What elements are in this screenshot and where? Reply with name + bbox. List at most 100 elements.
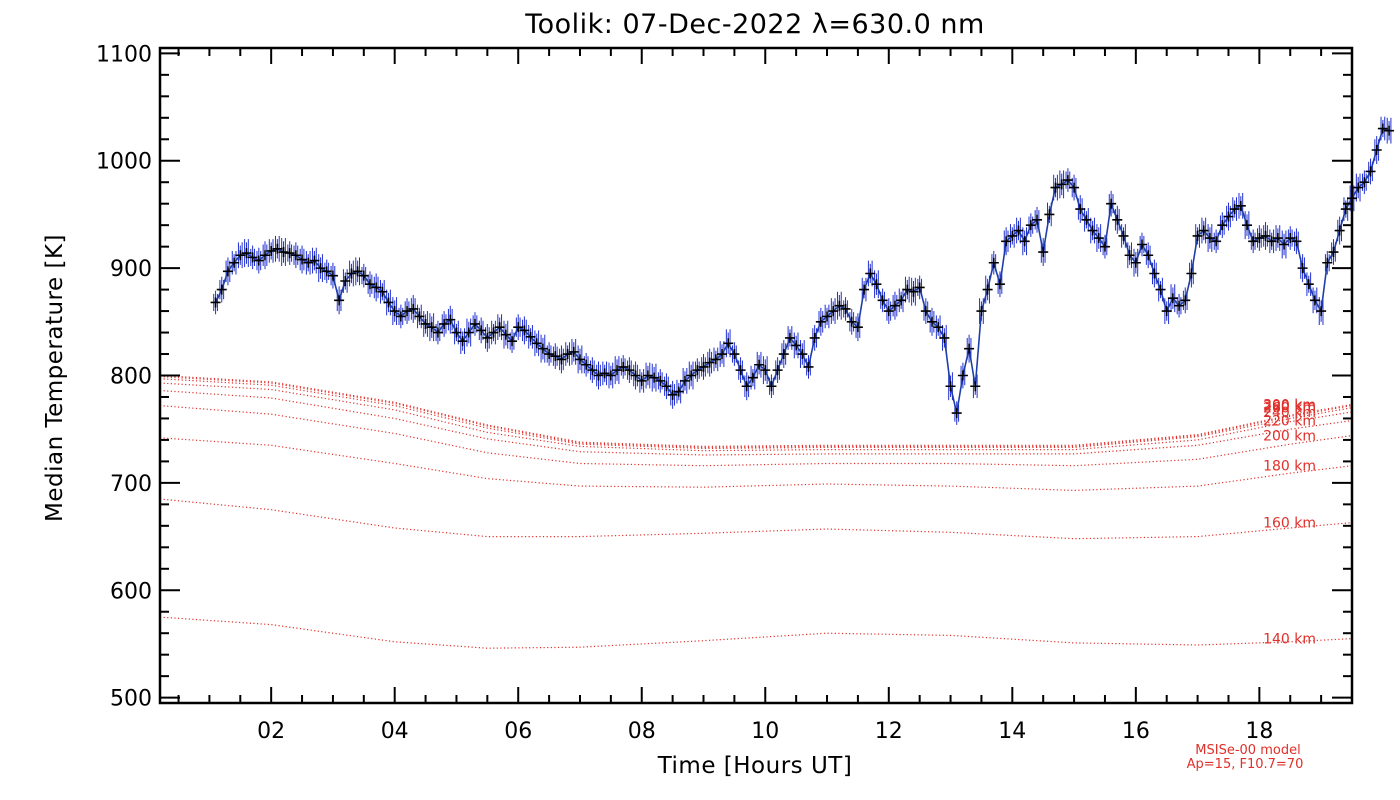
data-point-marker (778, 349, 789, 360)
data-point-marker (655, 375, 666, 386)
data-point-marker (358, 270, 369, 281)
data-point-marker (414, 311, 425, 322)
y-tick-label: 1000 (96, 150, 152, 175)
data-point-marker (377, 286, 388, 297)
data-point-marker (1056, 179, 1067, 190)
data-point-marker (395, 311, 406, 322)
data-point-marker (852, 322, 863, 333)
data-point-marker (1217, 220, 1228, 231)
data-point-marker (692, 365, 703, 376)
data-point-marker (1025, 220, 1036, 231)
data-point-marker (1001, 236, 1012, 247)
data-point-marker (698, 361, 709, 372)
data-point-marker (482, 332, 493, 343)
data-point-marker (346, 268, 357, 279)
data-point-marker (828, 306, 839, 317)
data-point-marker (1106, 198, 1117, 209)
data-point-marker (760, 365, 771, 376)
data-point-marker (859, 284, 870, 295)
data-point-marker (1192, 230, 1203, 241)
data-point-marker (284, 248, 295, 259)
data-point-marker (1124, 250, 1135, 261)
data-point-marker (939, 332, 950, 343)
data-point-marker (741, 381, 752, 392)
y-axis-title: Median Temperature [K] (42, 234, 68, 522)
altitude-label: 140 km (1263, 632, 1316, 648)
data-point-marker (822, 311, 833, 322)
model-curve-160-km (159, 498, 1353, 540)
altitude-label: 300 km (1263, 397, 1316, 413)
data-point-marker (432, 327, 443, 338)
data-point-marker (797, 349, 808, 360)
data-point-marker (970, 381, 981, 392)
measured-line (214, 127, 1390, 414)
data-point-marker (624, 365, 635, 376)
data-point-marker (272, 243, 283, 254)
data-point-marker (815, 316, 826, 327)
data-point-marker (1075, 204, 1086, 215)
data-point-marker (1137, 239, 1148, 250)
data-point-marker (1328, 247, 1339, 258)
data-point-marker (1235, 200, 1246, 211)
data-point-marker (809, 332, 820, 343)
data-point-marker (352, 266, 363, 277)
y-tick-label: 500 (110, 687, 152, 712)
data-point-marker (964, 343, 975, 354)
data-point-marker (556, 354, 567, 365)
data-point-marker (1297, 263, 1308, 274)
data-point-marker (1007, 230, 1018, 241)
data-point-marker (896, 295, 907, 306)
model-curve-300-km (159, 374, 1353, 448)
data-point-marker (581, 359, 592, 370)
data-point-marker (1099, 241, 1110, 252)
data-point-marker (1174, 300, 1185, 311)
data-point-marker (723, 338, 734, 349)
data-point-marker (754, 359, 765, 370)
model-note-line-2: Ap=15, F10.7=70 (1187, 757, 1304, 772)
x-tick-label: 18 (1245, 719, 1273, 744)
data-point-marker (389, 306, 400, 317)
data-point-marker (951, 408, 962, 419)
data-point-marker (587, 365, 598, 376)
data-point-marker (1087, 225, 1098, 236)
data-point-marker (679, 375, 690, 386)
data-point-marker (667, 389, 678, 400)
data-point-marker (865, 268, 876, 279)
data-point-marker (735, 365, 746, 376)
data-point-marker (1149, 268, 1160, 279)
data-point-marker (340, 276, 351, 287)
x-axis-title: Time [Hours UT] (657, 753, 853, 779)
data-point-marker (747, 372, 758, 383)
plot-frame-and-ticks (158, 46, 1354, 705)
data-point-marker (834, 300, 845, 311)
tick-labels: 02 04 06 08 10 12 14 16 18 500 600 700 800 900 1000 110… (96, 42, 1273, 744)
data-point-marker (710, 354, 721, 365)
data-point-marker (729, 349, 740, 360)
data-point-marker (636, 375, 647, 386)
data-point-marker (1266, 236, 1277, 247)
data-point-marker (686, 370, 697, 381)
data-point-marker (1198, 225, 1209, 236)
data-point-marker (957, 370, 968, 381)
data-point-marker (259, 250, 270, 261)
data-point-marker (982, 284, 993, 295)
data-point-marker (612, 365, 623, 376)
data-point-marker (1069, 182, 1080, 193)
data-point-marker (500, 329, 511, 340)
model-curve-140-km (159, 616, 1353, 649)
x-tick-label: 02 (257, 719, 285, 744)
data-point-marker (408, 303, 419, 314)
data-point-marker (791, 340, 802, 351)
data-point-marker (531, 338, 542, 349)
data-point-marker (451, 327, 462, 338)
data-point-marker (994, 279, 1005, 290)
data-point-marker (290, 250, 301, 261)
data-point-marker (1303, 279, 1314, 290)
x-tick-label: 04 (381, 719, 409, 744)
altitude-label: 200 km (1263, 429, 1316, 445)
altitude-label: 180 km (1263, 459, 1316, 475)
data-point-marker (1032, 214, 1043, 225)
data-point-marker (1143, 250, 1154, 261)
data-point-marker (537, 343, 548, 354)
data-point-marker (1204, 233, 1215, 244)
